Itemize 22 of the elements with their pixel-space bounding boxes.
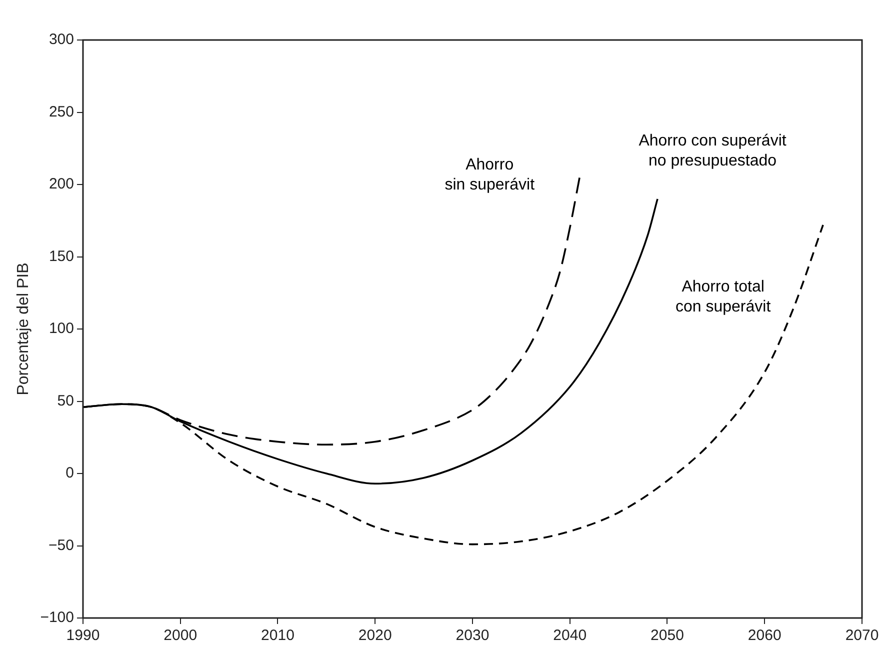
x-tick-label: 2030 bbox=[456, 627, 490, 644]
x-tick-label: 2050 bbox=[650, 627, 684, 644]
x-tick-label: 2070 bbox=[845, 627, 879, 644]
text: Ahorro con superávit no presupuestado bbox=[638, 132, 787, 170]
x-tick-label: 2020 bbox=[358, 627, 392, 644]
x-tick-label: 2000 bbox=[164, 627, 198, 644]
y-tick-label: 0 bbox=[66, 464, 74, 482]
y-tick-label: 50 bbox=[57, 392, 74, 410]
y-tick-label: −100 bbox=[40, 609, 74, 626]
text: Ahorro sin superávit bbox=[444, 156, 536, 194]
y-axis-title: Porcentaje del PIB bbox=[15, 262, 32, 396]
y-tick-label: 300 bbox=[48, 31, 74, 48]
y-tick-label: 150 bbox=[48, 248, 74, 265]
y-tick-label: 200 bbox=[48, 176, 74, 193]
x-tick-label: 2060 bbox=[748, 627, 782, 644]
x-tick-label: 2040 bbox=[553, 627, 587, 644]
x-tick-label: 1990 bbox=[66, 627, 100, 644]
y-tick-label: 100 bbox=[48, 320, 74, 338]
y-tick-label: 250 bbox=[48, 103, 74, 120]
x-tick-label: 2010 bbox=[261, 627, 294, 644]
y-tick-label: −50 bbox=[48, 536, 74, 554]
series-label: Ahorro total con superávit bbox=[675, 278, 772, 316]
